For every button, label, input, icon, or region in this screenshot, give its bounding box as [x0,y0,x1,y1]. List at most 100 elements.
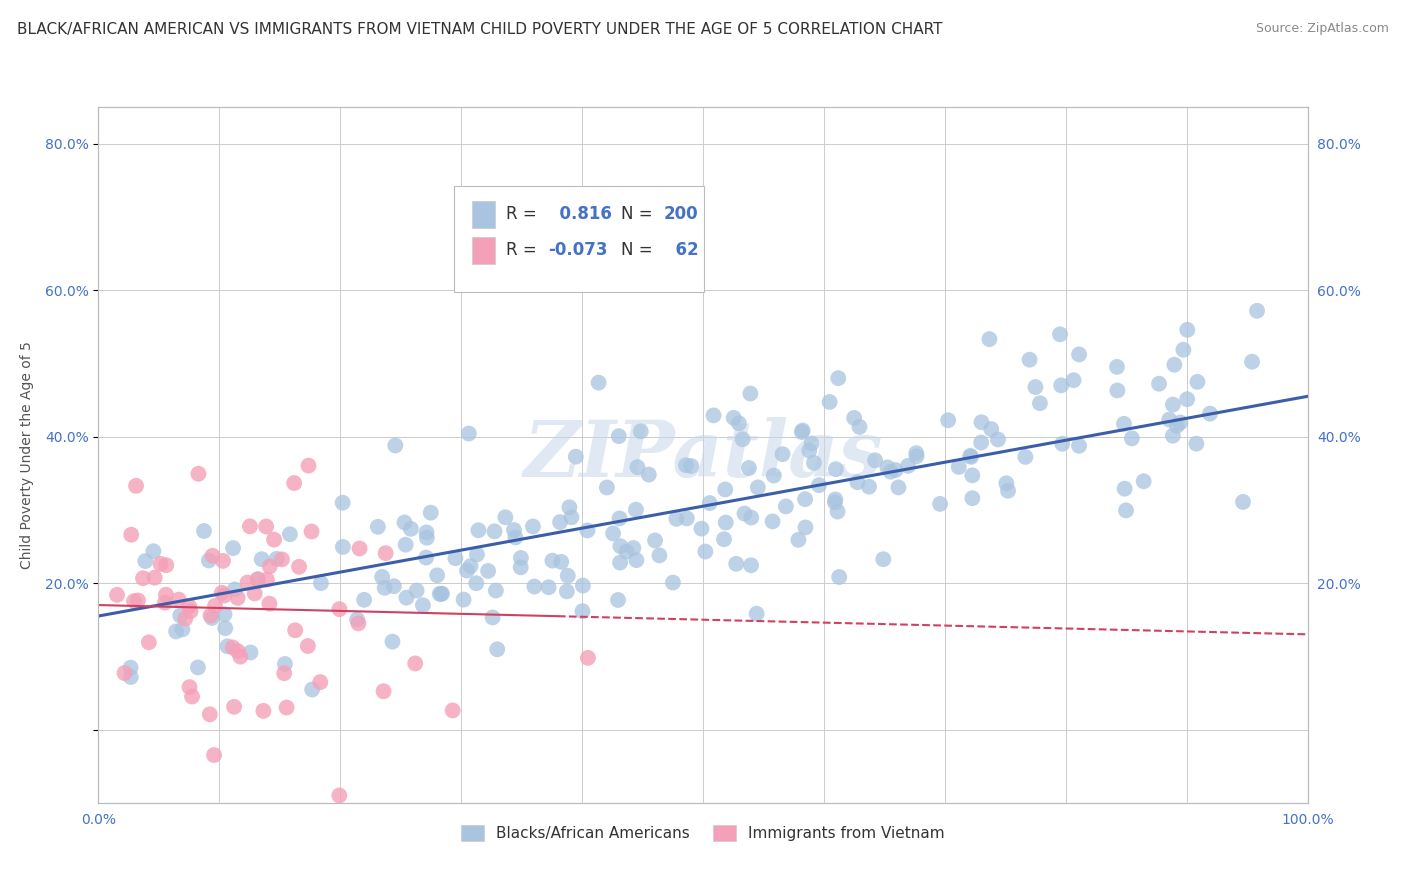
Point [288,559,311,574]
Point [263,533,285,547]
Point [254,519,277,533]
Point [522,519,544,533]
Point [153,596,176,610]
Point [226,591,249,605]
Point [239,519,262,533]
Point [155,558,177,573]
Point [790,425,813,439]
Point [1112,417,1135,431]
Point [284,624,307,638]
Point [1063,373,1085,387]
Point [198,553,221,567]
Point [588,376,610,390]
Point [979,332,1001,346]
Text: N =: N = [621,205,652,223]
Point [374,581,396,595]
Point [1173,343,1195,357]
Point [936,413,959,427]
Point [863,453,886,467]
Point [120,527,142,541]
Point [1024,380,1046,394]
Point [565,450,588,464]
Point [167,592,190,607]
Point [374,546,396,560]
Point [187,660,209,674]
Point [714,483,737,497]
Point [505,531,527,545]
Point [1161,398,1184,412]
Point [630,425,652,439]
Point [172,622,194,636]
Point [723,410,745,425]
Point [169,608,191,623]
Point [465,548,488,562]
Point [460,559,482,574]
Point [772,447,794,461]
Point [204,599,226,613]
Point [259,597,281,611]
Point [997,483,1019,498]
Point [745,607,768,621]
Point [415,550,437,565]
Point [179,680,201,694]
Point [412,599,434,613]
Point [824,462,846,476]
Point [571,604,593,618]
Point [430,587,453,601]
Point [576,650,599,665]
Point [222,541,245,555]
Point [486,642,509,657]
Point [405,583,427,598]
Point [879,465,901,479]
Point [229,649,252,664]
Point [637,467,659,482]
Point [560,510,582,524]
Point [484,524,506,539]
Point [426,568,449,582]
Point [494,510,516,524]
Point [747,480,769,494]
Point [132,571,155,585]
Point [1246,303,1268,318]
Point [572,578,595,592]
Point [509,560,531,574]
Point [537,580,560,594]
Point [858,480,880,494]
Point [905,446,928,460]
Point [648,549,671,563]
Point [872,552,894,566]
Point [193,524,215,538]
Point [644,533,666,548]
Point [948,459,970,474]
Point [1170,416,1192,430]
Point [842,411,865,425]
Point [165,624,187,639]
Point [607,593,630,607]
Point [713,533,735,547]
Point [762,468,785,483]
Point [1121,431,1143,445]
Point [609,539,631,553]
Point [259,559,281,574]
Point [1240,355,1263,369]
Point [266,551,288,566]
Point [731,432,754,446]
Point [576,524,599,538]
Point [332,496,354,510]
Point [465,576,488,591]
Point [283,476,305,491]
Point [250,552,273,566]
Point [181,690,204,704]
Text: ZIPatlas: ZIPatlas [523,417,883,493]
Point [897,458,920,473]
Point [127,593,149,607]
Point [1175,392,1198,407]
Point [138,635,160,649]
Point [962,468,984,483]
Point [558,500,581,515]
Point [824,492,846,507]
Point [503,523,526,537]
Point [987,433,1010,447]
Text: -0.073: -0.073 [548,241,607,260]
Point [803,456,825,470]
